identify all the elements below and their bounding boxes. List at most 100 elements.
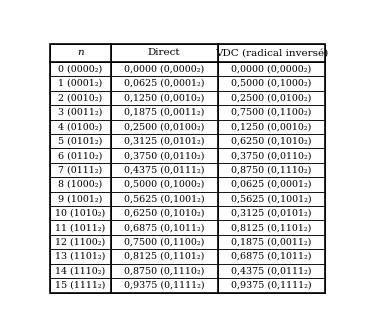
Text: 12 (1100₂): 12 (1100₂) — [55, 237, 105, 246]
Text: 11 (1011₂): 11 (1011₂) — [55, 223, 105, 232]
Bar — [218, 220, 325, 235]
Text: 1 (0001₂): 1 (0001₂) — [58, 79, 102, 88]
Text: 0,6250 (0,1010₂): 0,6250 (0,1010₂) — [231, 137, 312, 146]
Bar — [111, 177, 218, 191]
Text: 9 (1001₂): 9 (1001₂) — [58, 194, 102, 203]
Text: n: n — [77, 48, 83, 57]
Bar — [50, 206, 111, 220]
Bar — [218, 163, 325, 177]
Bar — [50, 278, 111, 292]
Bar — [50, 220, 111, 235]
Bar — [50, 177, 111, 191]
Text: VDC (radical inversé): VDC (radical inversé) — [215, 48, 328, 57]
Text: 0,1250 (0,0010₂): 0,1250 (0,0010₂) — [124, 93, 204, 102]
Bar — [111, 206, 218, 220]
Bar — [218, 105, 325, 120]
Bar — [50, 191, 111, 206]
Text: 0,3750 (0,0110₂): 0,3750 (0,0110₂) — [124, 151, 205, 160]
Text: 0,0625 (0,0001₂): 0,0625 (0,0001₂) — [231, 180, 312, 189]
Text: 0,5000 (0,1000₂): 0,5000 (0,1000₂) — [124, 180, 204, 189]
Bar — [50, 235, 111, 249]
Bar — [111, 235, 218, 249]
Bar — [111, 120, 218, 134]
Text: 0,0000 (0,0000₂): 0,0000 (0,0000₂) — [124, 65, 204, 74]
Text: 0,5000 (0,1000₂): 0,5000 (0,1000₂) — [231, 79, 312, 88]
Bar — [218, 191, 325, 206]
Text: 0,5625 (0,1001₂): 0,5625 (0,1001₂) — [231, 194, 312, 203]
Bar — [50, 62, 111, 76]
Bar — [50, 76, 111, 91]
Bar — [111, 249, 218, 264]
Bar — [111, 191, 218, 206]
Text: 0,8750 (0,1110₂): 0,8750 (0,1110₂) — [124, 266, 204, 275]
Bar — [218, 62, 325, 76]
Bar — [218, 91, 325, 105]
Bar — [50, 148, 111, 163]
Text: 0,9375 (0,1111₂): 0,9375 (0,1111₂) — [231, 281, 312, 290]
Bar — [111, 134, 218, 148]
Bar — [50, 120, 111, 134]
Text: 14 (1110₂): 14 (1110₂) — [55, 266, 105, 275]
Text: 8 (1000₂): 8 (1000₂) — [58, 180, 102, 189]
Text: 0,9375 (0,1111₂): 0,9375 (0,1111₂) — [124, 281, 205, 290]
Text: Direct: Direct — [148, 48, 180, 57]
Bar — [111, 91, 218, 105]
Text: 0,4375 (0,0111₂): 0,4375 (0,0111₂) — [231, 266, 312, 275]
Bar — [111, 105, 218, 120]
Bar — [50, 105, 111, 120]
Bar — [50, 163, 111, 177]
Text: 5 (0101₂): 5 (0101₂) — [58, 137, 102, 146]
Bar — [218, 76, 325, 91]
Bar — [111, 278, 218, 292]
Text: 0,2500 (0,0100₂): 0,2500 (0,0100₂) — [124, 122, 204, 131]
Bar — [111, 148, 218, 163]
Text: 0,8125 (0,1101₂): 0,8125 (0,1101₂) — [124, 252, 204, 261]
Bar — [111, 44, 218, 62]
Text: 0,3750 (0,0110₂): 0,3750 (0,0110₂) — [231, 151, 312, 160]
Bar — [218, 249, 325, 264]
Text: 0,1250 (0,0010₂): 0,1250 (0,0010₂) — [231, 122, 312, 131]
Bar — [218, 44, 325, 62]
Bar — [50, 249, 111, 264]
Bar — [111, 264, 218, 278]
Text: 0,6250 (0,1010₂): 0,6250 (0,1010₂) — [124, 209, 205, 218]
Text: 0,7500 (0,1100₂): 0,7500 (0,1100₂) — [231, 108, 312, 117]
Text: 7 (0111₂): 7 (0111₂) — [58, 166, 102, 174]
Text: 0,8750 (0,1110₂): 0,8750 (0,1110₂) — [231, 166, 312, 174]
Text: 0,6875 (0,1011₂): 0,6875 (0,1011₂) — [124, 223, 205, 232]
Text: 6 (0110₂): 6 (0110₂) — [58, 151, 102, 160]
Text: 0,0625 (0,0001₂): 0,0625 (0,0001₂) — [124, 79, 205, 88]
Bar — [218, 264, 325, 278]
Text: 0,2500 (0,0100₂): 0,2500 (0,0100₂) — [231, 93, 312, 102]
Text: 15 (1111₂): 15 (1111₂) — [55, 281, 105, 290]
Text: 0,1875 (0,0011₂): 0,1875 (0,0011₂) — [124, 108, 204, 117]
Bar — [218, 235, 325, 249]
Bar — [111, 76, 218, 91]
Text: 0 (0000₂): 0 (0000₂) — [58, 65, 102, 74]
Text: 0,8125 (0,1101₂): 0,8125 (0,1101₂) — [231, 223, 312, 232]
Bar — [218, 148, 325, 163]
Text: 13 (1101₂): 13 (1101₂) — [55, 252, 105, 261]
Bar — [218, 278, 325, 292]
Bar — [50, 264, 111, 278]
Bar — [50, 91, 111, 105]
Bar — [111, 163, 218, 177]
Text: 0,7500 (0,1100₂): 0,7500 (0,1100₂) — [124, 237, 204, 246]
Text: 0,6875 (0,1011₂): 0,6875 (0,1011₂) — [231, 252, 312, 261]
Bar — [111, 62, 218, 76]
Text: 0,5625 (0,1001₂): 0,5625 (0,1001₂) — [124, 194, 205, 203]
Text: 0,0000 (0,0000₂): 0,0000 (0,0000₂) — [231, 65, 311, 74]
Text: 0,3125 (0,0101₂): 0,3125 (0,0101₂) — [231, 209, 312, 218]
Bar — [218, 134, 325, 148]
Text: 2 (0010₂): 2 (0010₂) — [58, 93, 102, 102]
Bar — [111, 220, 218, 235]
Bar — [218, 120, 325, 134]
Text: 4 (0100₂): 4 (0100₂) — [58, 122, 102, 131]
Text: 10 (1010₂): 10 (1010₂) — [55, 209, 105, 218]
Text: 3 (0011₂): 3 (0011₂) — [58, 108, 102, 117]
Text: 0,3125 (0,0101₂): 0,3125 (0,0101₂) — [124, 137, 205, 146]
Bar — [50, 134, 111, 148]
Text: 0,1875 (0,0011₂): 0,1875 (0,0011₂) — [231, 237, 312, 246]
Bar — [218, 206, 325, 220]
Bar — [50, 44, 111, 62]
